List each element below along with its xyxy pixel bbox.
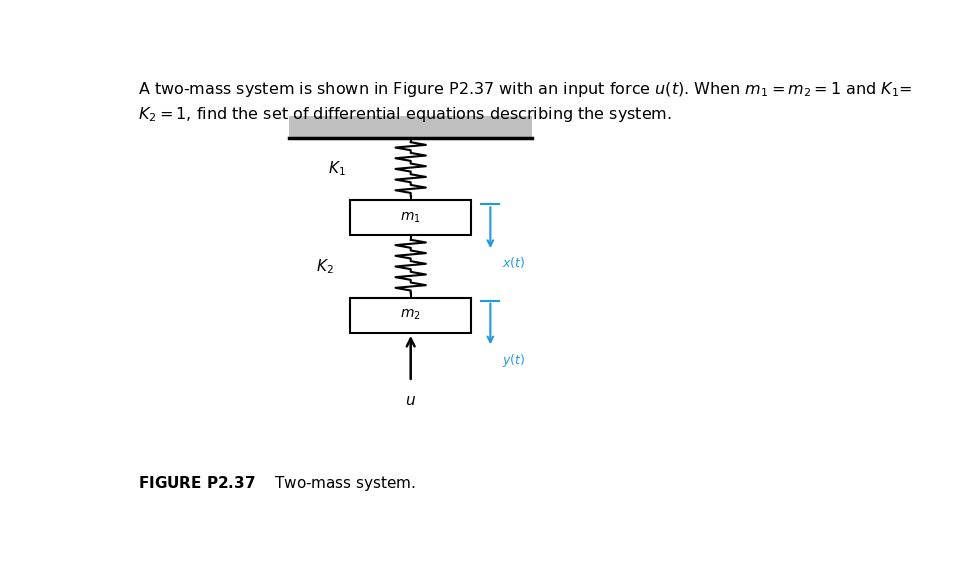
- Text: $u$: $u$: [405, 393, 416, 408]
- Bar: [289, 116, 532, 138]
- Text: $K_1$: $K_1$: [329, 160, 346, 178]
- Text: $m_2$: $m_2$: [400, 308, 421, 323]
- Text: $\mathbf{FIGURE\ P2.37}$    Two-mass system.: $\mathbf{FIGURE\ P2.37}$ Two-mass system…: [137, 473, 415, 492]
- Text: $m_1$: $m_1$: [400, 210, 421, 225]
- Text: $K_2 = 1$, find the set of differential equations describing the system.: $K_2 = 1$, find the set of differential …: [137, 105, 671, 124]
- Text: $K_2$: $K_2$: [316, 257, 333, 276]
- Text: A two-mass system is shown in Figure P2.37 with an input force $u(t)$. When $m_1: A two-mass system is shown in Figure P2.…: [137, 80, 911, 99]
- Bar: [350, 298, 471, 333]
- Bar: [350, 200, 471, 236]
- Text: $x(t)$: $x(t)$: [501, 255, 524, 270]
- Text: $y(t)$: $y(t)$: [501, 351, 524, 369]
